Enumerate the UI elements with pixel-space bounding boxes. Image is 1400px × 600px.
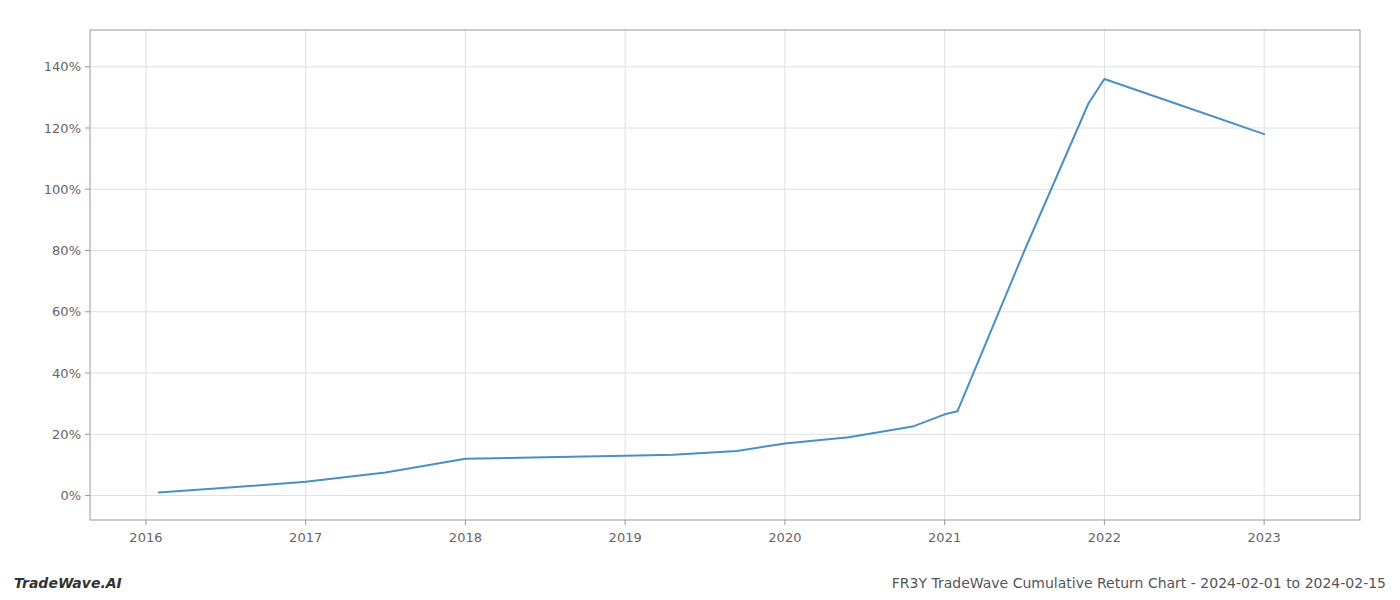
x-grid-line (625, 30, 626, 520)
x-tick (944, 520, 945, 525)
y-grid-line (90, 189, 1360, 190)
y-grid-line (90, 311, 1360, 312)
y-grid-line (90, 128, 1360, 129)
y-tick-label: 60% (52, 304, 81, 319)
y-tick (85, 434, 90, 435)
x-tick (1104, 520, 1105, 525)
y-tick-label: 140% (44, 59, 81, 74)
chart-svg: 2016 2017 2018 2019 2020 2021 2022 2023 0% 20% 40%… (0, 0, 1400, 600)
y-tick (85, 311, 90, 312)
x-tick-label: 2021 (928, 530, 961, 545)
x-tick (145, 520, 146, 525)
y-grid-line (90, 495, 1360, 496)
y-tick-label: 0% (60, 488, 81, 503)
axes: 2016 2017 2018 2019 2020 2021 2022 2023 0% 20% 40%… (44, 30, 1360, 545)
y-tick-label: 100% (44, 182, 81, 197)
x-grid-line (465, 30, 466, 520)
x-tick-label: 2020 (768, 530, 801, 545)
y-tick (85, 495, 90, 496)
x-tick-label: 2018 (449, 530, 482, 545)
x-tick (784, 520, 785, 525)
y-tick (85, 128, 90, 129)
x-grid-line (784, 30, 785, 520)
x-grid-line (145, 30, 146, 520)
y-grid-line (90, 66, 1360, 67)
x-grid-line (305, 30, 306, 520)
plot-frame (90, 30, 1360, 520)
x-tick-label: 2017 (289, 530, 322, 545)
line-series (159, 79, 1264, 492)
y-tick-label: 20% (52, 427, 81, 442)
x-tick-label: 2022 (1088, 530, 1121, 545)
x-tick (465, 520, 466, 525)
x-tick (305, 520, 306, 525)
x-tick-label: 2023 (1248, 530, 1281, 545)
y-tick-label: 40% (52, 366, 81, 381)
y-grid-line (90, 373, 1360, 374)
y-grid-line (90, 434, 1360, 435)
data-layer (159, 79, 1264, 492)
x-grid-line (1104, 30, 1105, 520)
y-tick (85, 250, 90, 251)
x-grid-line (1264, 30, 1265, 520)
chart-container: 2016 2017 2018 2019 2020 2021 2022 2023 0% 20% 40%… (0, 0, 1400, 600)
y-tick-label: 120% (44, 121, 81, 136)
x-tick (625, 520, 626, 525)
y-tick (85, 373, 90, 374)
y-tick (85, 189, 90, 190)
x-grid-line (944, 30, 945, 520)
x-tick-label: 2016 (129, 530, 162, 545)
grid (90, 30, 1360, 520)
x-tick-label: 2019 (609, 530, 642, 545)
footer-right: FR3Y TradeWave Cumulative Return Chart -… (892, 575, 1386, 591)
y-tick-label: 80% (52, 243, 81, 258)
footer-left: TradeWave.AI (14, 575, 122, 591)
y-tick (85, 66, 90, 67)
x-tick (1264, 520, 1265, 525)
y-grid-line (90, 250, 1360, 251)
